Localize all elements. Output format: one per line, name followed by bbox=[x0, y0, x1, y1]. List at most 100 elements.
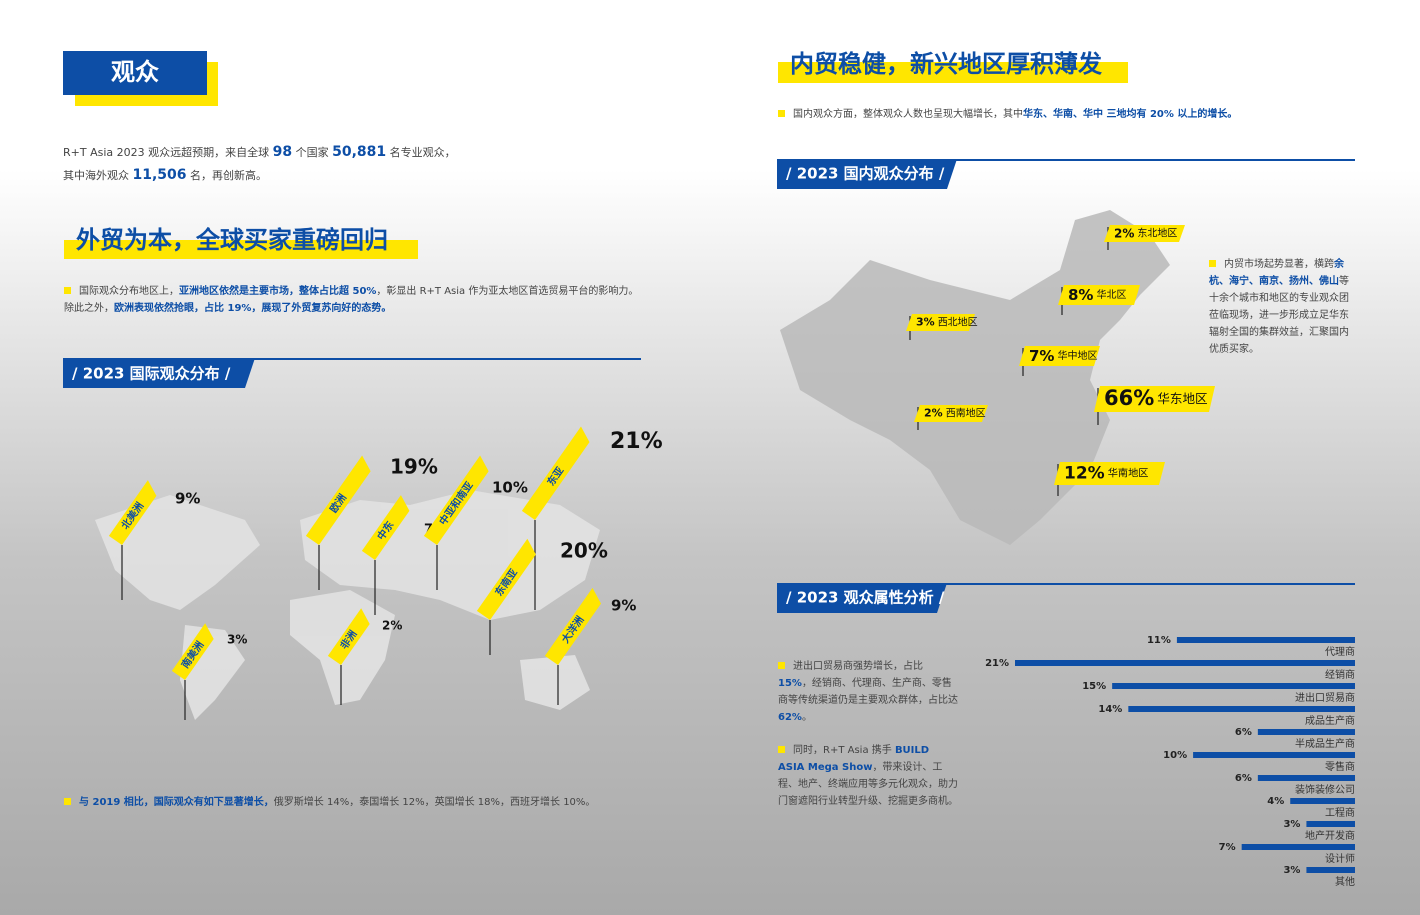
bar bbox=[1257, 729, 1355, 735]
region-share: 10% bbox=[492, 479, 528, 497]
paragraph: 国际观众分布地区上，亚洲地区依然是主要市场，整体占比超 50%，彰显出 R+T … bbox=[64, 283, 644, 317]
flag bbox=[476, 538, 536, 620]
category-label: 其他 bbox=[1335, 875, 1355, 888]
bar bbox=[1290, 798, 1355, 804]
text-run: 国际观众分布地区上， bbox=[79, 286, 179, 297]
category-label: 装饰装修公司 bbox=[1295, 783, 1355, 796]
text-run: 内贸市场起势显著，横跨 bbox=[1224, 259, 1334, 270]
note: 国内观众方面，整体观众人数也呈现大幅增长，其中华东、华南、华中 三地均有 20%… bbox=[778, 106, 1338, 123]
bar bbox=[1176, 637, 1355, 643]
bar bbox=[1306, 821, 1355, 827]
value-label: 7% bbox=[1219, 842, 1236, 853]
region-name: 西北地区 bbox=[938, 316, 978, 329]
value-label: 3% bbox=[1283, 865, 1300, 876]
text-run: ，彰显出 R+T Asia 作为亚太地区首选贸易平台的影响力。除此之外， bbox=[64, 286, 639, 314]
text-run: 与 2019 相比，国际观众有如下显著增长， bbox=[79, 797, 274, 808]
flag bbox=[361, 495, 410, 560]
region-name: 西南地区 bbox=[946, 407, 986, 420]
region-label: 7% 华中地区 bbox=[1029, 347, 1097, 365]
section-title: / 2023 国内观众分布 / bbox=[786, 165, 945, 183]
region-label: 2% 西南地区 bbox=[924, 407, 986, 420]
value-label: 11% bbox=[1147, 635, 1171, 646]
paragraph: 内贸市场起势显著，横跨余杭、海宁、南京、扬州、佛山等十余个城市和地区的专业观众团… bbox=[1209, 256, 1357, 358]
category-label: 地产开发商 bbox=[1305, 829, 1355, 842]
region-label: 66% 华东地区 bbox=[1104, 386, 1208, 410]
text-run: 其中海外观众 bbox=[63, 169, 133, 182]
text-run: 62% bbox=[778, 712, 802, 723]
region-label: 2% 东北地区 bbox=[1114, 226, 1177, 240]
bar bbox=[1193, 752, 1355, 758]
category-label: 设计师 bbox=[1325, 852, 1355, 865]
region-label: 12% 华南地区 bbox=[1064, 464, 1148, 484]
flag bbox=[305, 455, 371, 545]
text-run: 余杭、海宁、南京、扬州、佛山 bbox=[1209, 259, 1344, 287]
text-run: ，带来设计、工程、地产、终端应用等多元化观众，助力门窗遮阳行业转型升级、挖掘更多… bbox=[778, 762, 958, 807]
category-label: 工程商 bbox=[1325, 806, 1355, 819]
text-run: 俄罗斯增长 14%，泰国增长 12%，英国增长 18%，西班牙增长 10%。 bbox=[273, 797, 596, 808]
region-name: 华南地区 bbox=[1108, 467, 1149, 480]
bar bbox=[1015, 660, 1355, 666]
bullet: 进出口贸易商强势增长，占比 15%，经销商、代理商、生产商、零售商等传统渠道仍是… bbox=[778, 658, 958, 726]
text-run: 50,881 bbox=[332, 144, 387, 160]
text-run: 华东、华南、华中 三地均有 20% 以上的增长。 bbox=[1023, 109, 1238, 120]
region-share: 19% bbox=[390, 455, 438, 479]
text-run: 98 bbox=[272, 144, 293, 160]
region-share: 20% bbox=[560, 539, 608, 563]
region-share: 2% bbox=[382, 619, 402, 633]
text-run: 国内观众方面，整体观众人数也呈现大幅增长，其中 bbox=[793, 109, 1023, 120]
text-run: 11,506 bbox=[132, 167, 187, 183]
bar bbox=[1241, 844, 1355, 850]
china-map bbox=[780, 210, 1170, 545]
tag bbox=[1104, 225, 1185, 242]
region-share: 3% bbox=[916, 316, 935, 329]
text-run: 。 bbox=[801, 712, 812, 723]
text-run: ，经销商、代理商、生产商、零售商等传统渠道仍是主要观众群体，占比达 bbox=[778, 678, 958, 706]
flag bbox=[521, 426, 590, 520]
heading: 内贸稳健，新兴地区厚积薄发 bbox=[790, 50, 1102, 78]
world-map bbox=[95, 490, 600, 720]
region-name: 华北区 bbox=[1096, 288, 1126, 301]
line: 其中海外观众 11,506 名，再创新高。 bbox=[63, 164, 456, 187]
category-label: 经销商 bbox=[1325, 668, 1355, 681]
text-run: 等十余个城市和地区的专业观众团莅临现场，进一步形成立足华东辐射全国的集群效益，汇… bbox=[1209, 276, 1349, 355]
region-label: 3% 西北地区 bbox=[916, 316, 978, 329]
region-share: 9% bbox=[611, 597, 636, 615]
tag bbox=[914, 405, 988, 422]
region-share: 21% bbox=[610, 429, 663, 454]
flag bbox=[171, 623, 214, 680]
region-share: 8% bbox=[1068, 286, 1093, 304]
tag bbox=[1019, 346, 1100, 366]
section-title: / 2023 国际观众分布 / bbox=[72, 365, 231, 383]
category-label: 半成品生产商 bbox=[1295, 737, 1355, 750]
flag bbox=[544, 587, 602, 665]
region-share: 12% bbox=[1064, 464, 1105, 484]
text-run: 同时，R+T Asia 携手 bbox=[793, 745, 895, 756]
bar bbox=[1306, 867, 1355, 873]
region-share: 66% bbox=[1104, 386, 1154, 410]
region-share: 7% bbox=[1029, 347, 1054, 365]
category-label: 成品生产商 bbox=[1305, 714, 1355, 727]
bar bbox=[1128, 706, 1355, 712]
region-share: 3% bbox=[227, 633, 247, 647]
value-label: 14% bbox=[1098, 704, 1122, 715]
text-run: R+T Asia 2023 观众远超预期，来自全球 bbox=[63, 146, 273, 159]
value-label: 15% bbox=[1082, 681, 1106, 692]
text-run: 15% bbox=[778, 678, 802, 689]
line: R+T Asia 2023 观众远超预期，来自全球 98 个国家 50,881 … bbox=[63, 141, 456, 164]
region-name: 东北地区 bbox=[1137, 227, 1177, 240]
bar bbox=[1257, 775, 1355, 781]
category-label: 零售商 bbox=[1325, 760, 1355, 773]
region-share: 2% bbox=[1114, 226, 1134, 240]
tag bbox=[906, 314, 975, 331]
flag bbox=[327, 608, 370, 665]
flag bbox=[108, 480, 157, 545]
text-run: 名，再创新高。 bbox=[186, 169, 268, 182]
value-label: 6% bbox=[1235, 773, 1252, 784]
intro: R+T Asia 2023 观众远超预期，来自全球 98 个国家 50,881 … bbox=[63, 141, 456, 187]
region-share: 9% bbox=[175, 490, 200, 508]
region-name: 华东地区 bbox=[1157, 391, 1207, 406]
region-name: 华中地区 bbox=[1057, 349, 1097, 362]
flag bbox=[423, 455, 489, 545]
